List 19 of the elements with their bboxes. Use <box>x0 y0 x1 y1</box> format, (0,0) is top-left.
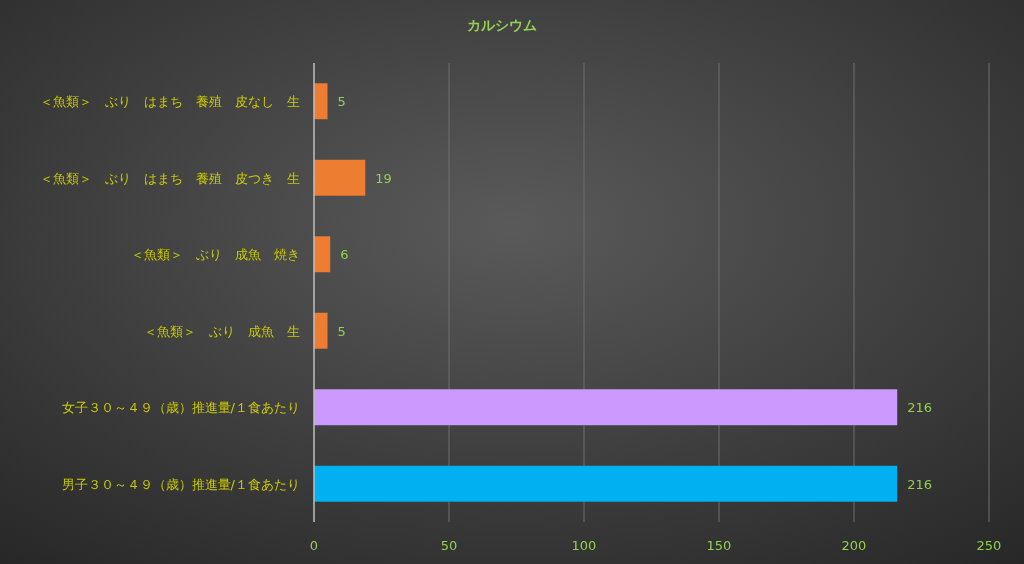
data-label: 5 <box>337 323 346 339</box>
y-tick-label: ＜魚類＞ ぶり 成魚 生 <box>144 323 300 339</box>
x-tick-label: 200 <box>841 538 867 553</box>
data-label: 216 <box>907 476 933 492</box>
y-tick-label: ＜魚類＞ ぶり 成魚 焼き <box>131 247 300 263</box>
x-tick-label: 250 <box>976 538 1002 553</box>
x-tick-label: 0 <box>309 538 319 553</box>
y-tick-label: 男子３０～４９（歳）推進量/１食あたり <box>61 476 300 492</box>
x-tick-label: 50 <box>440 538 458 553</box>
y-tick-label: ＜魚類＞ ぶり はまち 養殖 皮つき 生 <box>40 170 300 186</box>
x-tick-label: 150 <box>706 538 732 553</box>
data-label: 5 <box>337 94 346 110</box>
y-tick-label: 女子３０～４９（歳）推進量/１食あたり <box>61 400 300 416</box>
data-label: 19 <box>375 170 392 186</box>
y-tick-label: ＜魚類＞ ぶり はまち 養殖 皮なし 生 <box>40 94 300 110</box>
chart-title: カルシウム <box>466 17 537 33</box>
data-label: 216 <box>907 400 933 416</box>
x-tick-label: 100 <box>571 538 597 553</box>
data-label: 6 <box>340 247 349 263</box>
